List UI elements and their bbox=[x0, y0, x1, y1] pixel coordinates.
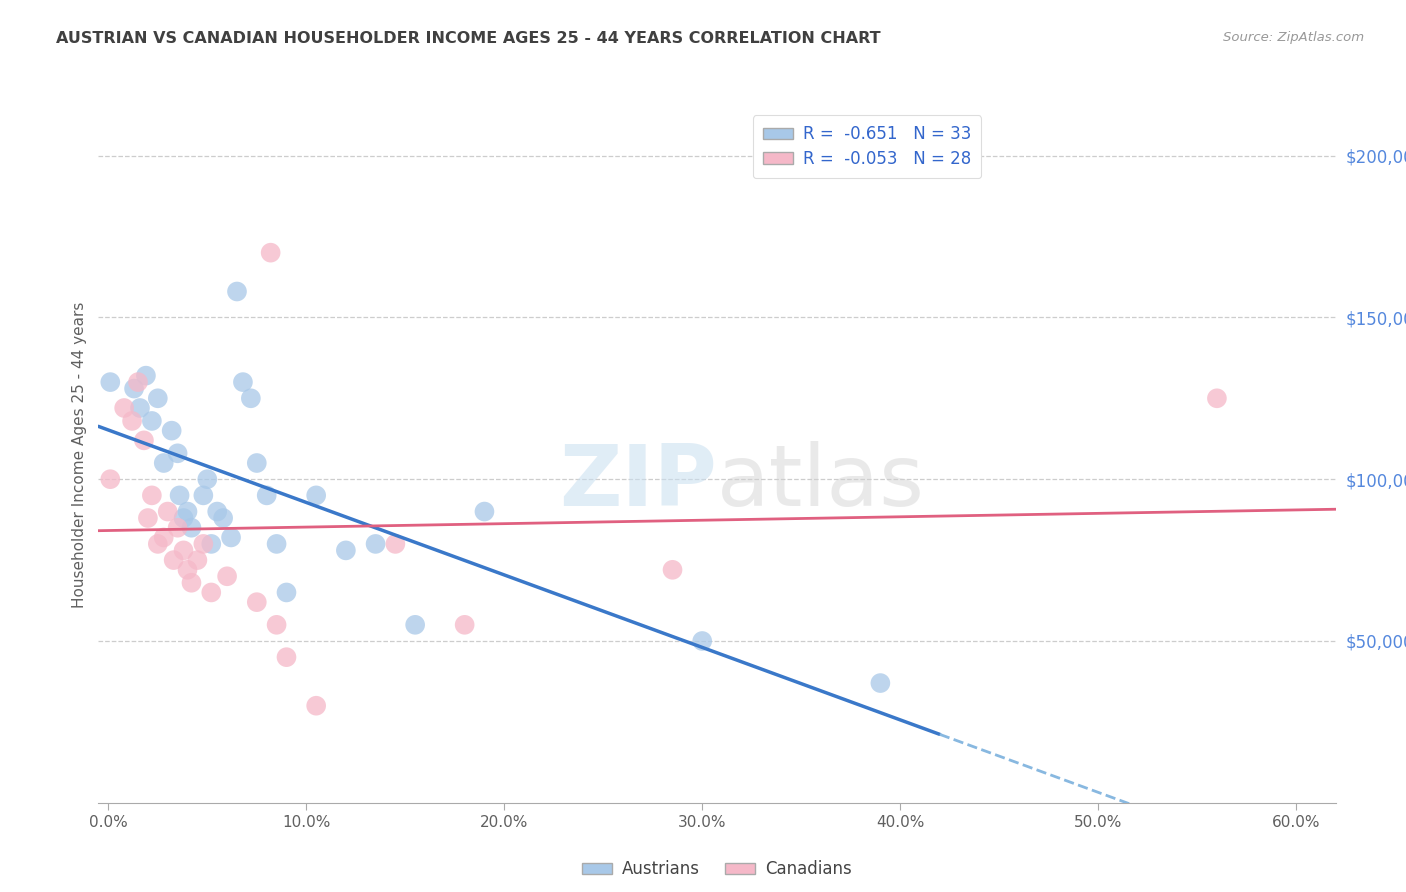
Point bbox=[98, 472, 121, 486]
Point bbox=[141, 414, 163, 428]
Point bbox=[869, 676, 891, 690]
Point bbox=[152, 456, 174, 470]
Point bbox=[176, 504, 198, 518]
Point bbox=[166, 446, 188, 460]
Point bbox=[135, 368, 157, 383]
Point bbox=[364, 537, 387, 551]
Point bbox=[169, 488, 191, 502]
Text: Source: ZipAtlas.com: Source: ZipAtlas.com bbox=[1223, 31, 1364, 45]
Point bbox=[121, 414, 143, 428]
Y-axis label: Householder Income Ages 25 - 44 years: Householder Income Ages 25 - 44 years bbox=[72, 301, 87, 608]
Point bbox=[173, 543, 195, 558]
Point bbox=[276, 585, 298, 599]
Text: AUSTRIAN VS CANADIAN HOUSEHOLDER INCOME AGES 25 - 44 YEARS CORRELATION CHART: AUSTRIAN VS CANADIAN HOUSEHOLDER INCOME … bbox=[56, 31, 882, 46]
Point bbox=[132, 434, 155, 448]
Point bbox=[384, 537, 406, 551]
Point bbox=[98, 375, 121, 389]
Point bbox=[146, 392, 169, 406]
Point bbox=[122, 382, 145, 396]
Text: atlas: atlas bbox=[717, 442, 925, 524]
Point bbox=[152, 531, 174, 545]
Point bbox=[232, 375, 254, 389]
Point bbox=[239, 392, 262, 406]
Point bbox=[200, 585, 222, 599]
Point bbox=[173, 511, 195, 525]
Point bbox=[474, 504, 496, 518]
Point bbox=[246, 595, 269, 609]
Point bbox=[266, 537, 288, 551]
Legend: Austrians, Canadians: Austrians, Canadians bbox=[575, 854, 859, 885]
Point bbox=[453, 617, 475, 632]
Point bbox=[212, 511, 235, 525]
Point bbox=[305, 698, 328, 713]
Point bbox=[180, 521, 202, 535]
Point bbox=[690, 634, 713, 648]
Point bbox=[176, 563, 198, 577]
Point bbox=[193, 537, 215, 551]
Point bbox=[246, 456, 269, 470]
Point bbox=[180, 575, 202, 590]
Point bbox=[136, 511, 159, 525]
Point bbox=[186, 553, 208, 567]
Point bbox=[256, 488, 278, 502]
Point bbox=[129, 401, 152, 415]
Point bbox=[205, 504, 228, 518]
Point bbox=[259, 245, 281, 260]
Point bbox=[141, 488, 163, 502]
Point bbox=[305, 488, 328, 502]
Point bbox=[226, 285, 249, 299]
Point bbox=[163, 553, 186, 567]
Point bbox=[219, 531, 242, 545]
Point bbox=[146, 537, 169, 551]
Point bbox=[200, 537, 222, 551]
Point bbox=[193, 488, 215, 502]
Point bbox=[266, 617, 288, 632]
Point bbox=[1206, 392, 1229, 406]
Point bbox=[166, 521, 188, 535]
Point bbox=[217, 569, 239, 583]
Point bbox=[156, 504, 179, 518]
Point bbox=[160, 424, 183, 438]
Point bbox=[127, 375, 149, 389]
Point bbox=[195, 472, 218, 486]
Point bbox=[404, 617, 426, 632]
Point bbox=[276, 650, 298, 665]
Point bbox=[661, 563, 683, 577]
Text: ZIP: ZIP bbox=[560, 442, 717, 524]
Point bbox=[112, 401, 135, 415]
Point bbox=[335, 543, 357, 558]
